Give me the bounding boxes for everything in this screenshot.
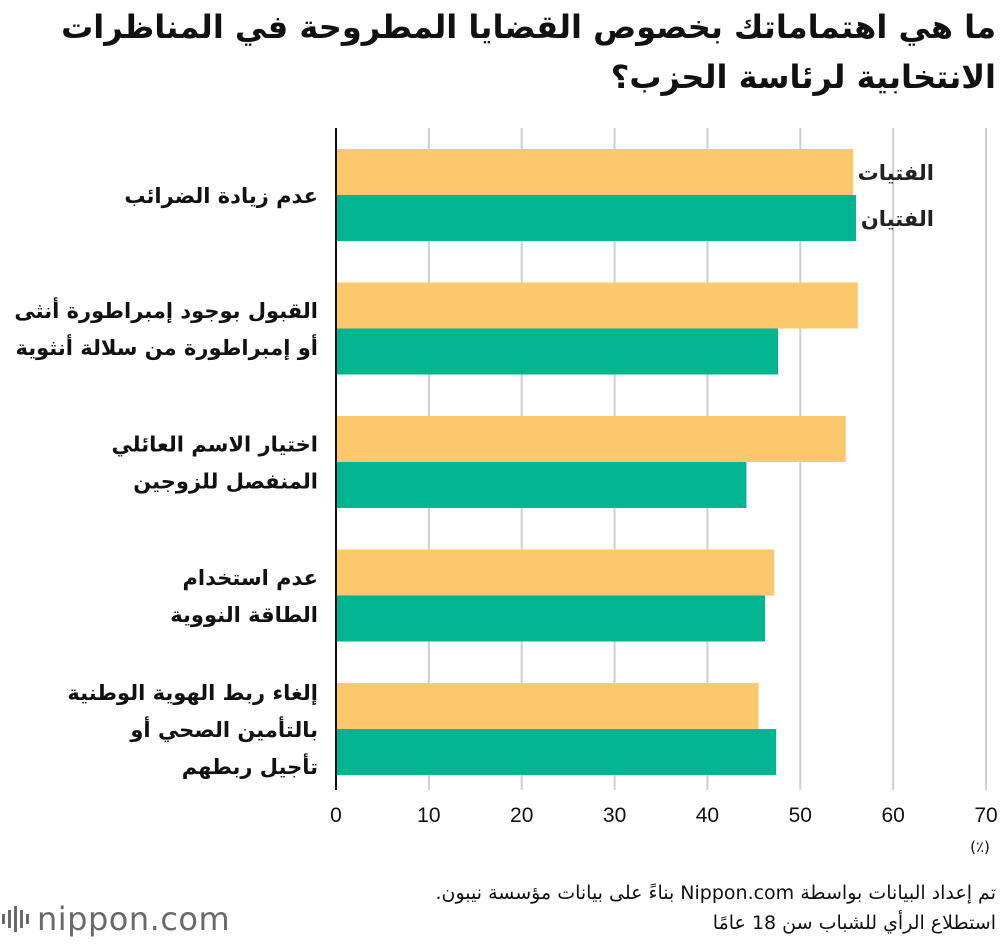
category-label-1-line-1: عدم زيادة الضرائب <box>124 184 318 208</box>
nippon-logo: nippon.com <box>2 900 230 938</box>
legend-label-girls: الفتيات <box>858 161 934 185</box>
bar-girls-4 <box>336 549 775 596</box>
bar-girls-5 <box>336 683 759 729</box>
category-label-2-line-2: أو إمبراطورة من سلالة أنثوية <box>15 333 318 360</box>
category-label-3-line-2: المنفصل للزوجين <box>133 470 318 494</box>
logo-text: nippon.com <box>37 900 231 938</box>
source-note: تم إعداد البيانات بواسطة Nippon.com بناء… <box>435 882 997 904</box>
chart-title: ما هي اهتماماتك بخصوص القضايا المطروحة ف… <box>61 8 996 96</box>
bar-boys-1 <box>336 195 856 241</box>
chart-footer: تم إعداد البيانات بواسطة Nippon.com بناء… <box>296 878 997 938</box>
x-tick-label-60: 60 <box>881 804 904 827</box>
bar-girls-1 <box>336 149 854 195</box>
bar-girls-3 <box>336 416 846 462</box>
category-label-3-line-1: اختيار الاسم العائلي <box>111 433 318 457</box>
legend-label-boys: الفتيان <box>861 207 934 231</box>
x-tick-label-20: 20 <box>510 804 533 827</box>
category-label-5-line-2: بالتأمين الصحي أو <box>129 715 318 742</box>
category-label-5-line-1: إلغاء ربط الهوية الوطنية <box>67 681 318 705</box>
x-tick-label-40: 40 <box>696 804 719 827</box>
category-label-5-line-3: تأجيل ربطهم <box>182 752 318 779</box>
logo-bars-icon <box>2 906 29 932</box>
bar-boys-3 <box>336 462 747 508</box>
bar-boys-4 <box>336 595 765 642</box>
bar-boys-5 <box>336 729 777 775</box>
category-label-4-line-2: الطاقة النووية <box>170 603 318 627</box>
x-tick-label-50: 50 <box>789 804 812 827</box>
bar-boys-2 <box>336 328 778 375</box>
category-label-2-line-1: القبول بوجود إمبراطورة أنثى <box>14 296 318 323</box>
x-tick-label-70: 70 <box>974 804 997 827</box>
category-label-4-line-1: عدم استخدام <box>183 566 318 590</box>
x-tick-label-30: 30 <box>603 804 626 827</box>
bar-chart: عدم زيادة الضرائب القبول بوجود إمبراطورة … <box>14 128 998 856</box>
unit-label: (٪) <box>970 838 990 856</box>
x-tick-label-10: 10 <box>417 804 440 827</box>
bar-girls-2 <box>336 282 858 329</box>
x-tick-label-0: 0 <box>330 804 342 827</box>
survey-note: استطلاع الرأي للشباب سن 18 عامًا <box>712 912 996 934</box>
